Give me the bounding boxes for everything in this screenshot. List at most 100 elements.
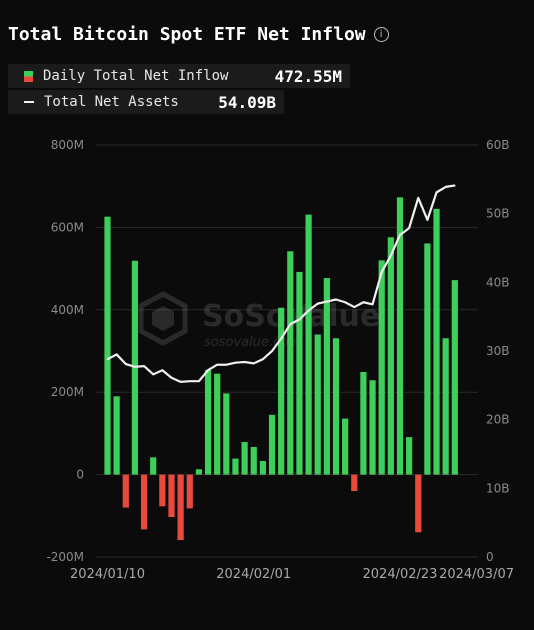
inflow-bar[interactable] [342,418,349,475]
y-left-tick-label: -200M [46,550,84,564]
inflow-bar[interactable] [296,271,303,475]
net-assets-point [408,227,410,229]
net-assets-point [454,184,456,187]
inflow-bar[interactable] [287,251,294,475]
net-assets-point [289,323,292,326]
y-right-tick-label: 60B [486,138,510,152]
net-assets-point [335,298,337,301]
inflow-bar[interactable] [314,334,321,475]
inflow-bar[interactable] [278,307,285,475]
inflow-bar[interactable] [351,474,358,492]
net-assets-point [115,353,118,356]
net-assets-point [143,365,145,367]
inflow-bar[interactable] [433,208,440,475]
y-right-tick-label: 10B [486,481,510,495]
net-assets-point [362,301,365,304]
inflow-bar[interactable] [104,216,111,475]
inflow-bar[interactable] [150,457,157,475]
inflow-bar[interactable] [168,474,175,518]
net-assets-point [124,363,127,365]
inflow-bar[interactable] [305,214,312,475]
inflow-bar[interactable] [451,280,458,475]
net-assets-point [390,254,392,257]
inflow-bar[interactable] [140,474,148,530]
net-assets-point [252,362,255,365]
inflow-bar[interactable] [378,260,385,475]
inflow-bar[interactable] [186,474,193,509]
y-left-tick-label: 200M [51,385,84,399]
inflow-bar[interactable] [406,437,413,475]
net-assets-point [417,197,420,199]
net-assets-point [271,350,273,352]
legend-label: Total Net Assets [44,94,179,110]
inflow-bar[interactable] [360,372,367,475]
inflow-bar[interactable] [323,278,330,475]
net-assets-point [161,369,164,372]
x-tick-label: 2024/02/01 [216,567,291,582]
inflow-bar[interactable] [214,373,221,475]
net-assets-point [435,191,438,194]
net-assets-point [106,358,109,361]
inflow-bar[interactable] [415,474,422,533]
x-axis: 2024/01/10 2024/02/01 2024/02/23 2024/03/07 [70,567,514,582]
y-right-tick-label: 0 [486,550,494,564]
net-assets-point [316,302,319,305]
inflow-bar[interactable] [113,396,120,475]
net-assets-point [326,300,328,303]
legend-value: 472.55M [274,66,342,86]
x-tick-label: 2024/02/23 [363,567,438,582]
inflow-bar[interactable] [387,237,394,475]
y-right-tick-label: 30B [486,344,510,358]
net-assets-point [179,381,182,383]
inflow-bar[interactable] [204,369,212,475]
y-axis-left: 800M 600M 400M 200M 0 -200M [46,138,84,564]
bar-swatch-icon [24,70,33,82]
inflow-bar[interactable] [241,442,248,475]
info-circle-icon[interactable]: i [373,27,389,42]
inflow-bar[interactable] [223,393,230,475]
net-assets-point [344,301,346,304]
line-series [106,184,456,383]
net-assets-point [380,271,383,273]
net-assets-point [399,234,401,236]
net-assets-point [444,186,447,188]
grid-lines [96,144,478,558]
inflow-bar[interactable] [442,338,449,475]
legend-item-daily-inflow[interactable]: Daily Total Net Inflow 472.55M [8,64,350,88]
inflow-bar[interactable] [259,461,266,475]
inflow-bar[interactable] [232,458,239,475]
legend-item-net-assets[interactable]: Total Net Assets 54.09B [8,90,284,114]
chart-title: Total Bitcoin Spot ETF Net Inflow i [8,24,389,45]
inflow-bar[interactable] [159,474,166,507]
watermark-url: sosovalue.com [204,335,301,350]
net-assets-point [134,365,136,368]
inflow-bar[interactable] [122,474,129,508]
bar-series [104,197,458,541]
y-right-tick-label: 50B [486,207,510,221]
y-left-tick-label: 600M [51,220,84,234]
x-tick-label: 2024/03/07 [439,567,514,582]
inflow-bar[interactable] [424,243,431,475]
inflow-bar[interactable] [268,414,276,475]
inflow-bar[interactable] [177,474,184,541]
net-assets-point [198,380,200,383]
y-right-tick-label: 40B [486,275,510,289]
net-assets-point [307,309,310,312]
x-tick-label: 2024/01/10 [70,567,145,582]
net-assets-point [225,363,228,366]
inflow-bar[interactable] [396,197,404,475]
inflow-bar[interactable] [332,338,340,475]
net-assets-point [207,369,209,372]
net-assets-point [216,363,218,366]
inflow-bar[interactable] [195,469,202,475]
net-assets-point [280,337,282,340]
inflow-bar[interactable] [369,380,376,475]
inflow-bar[interactable] [250,447,257,475]
y-left-tick-label: 800M [51,138,84,152]
y-left-tick-label: 0 [76,468,84,482]
line-swatch-icon [24,101,34,103]
net-assets-point [188,380,191,383]
legend-value: 54.09B [218,92,276,112]
net-assets-point [426,219,429,221]
